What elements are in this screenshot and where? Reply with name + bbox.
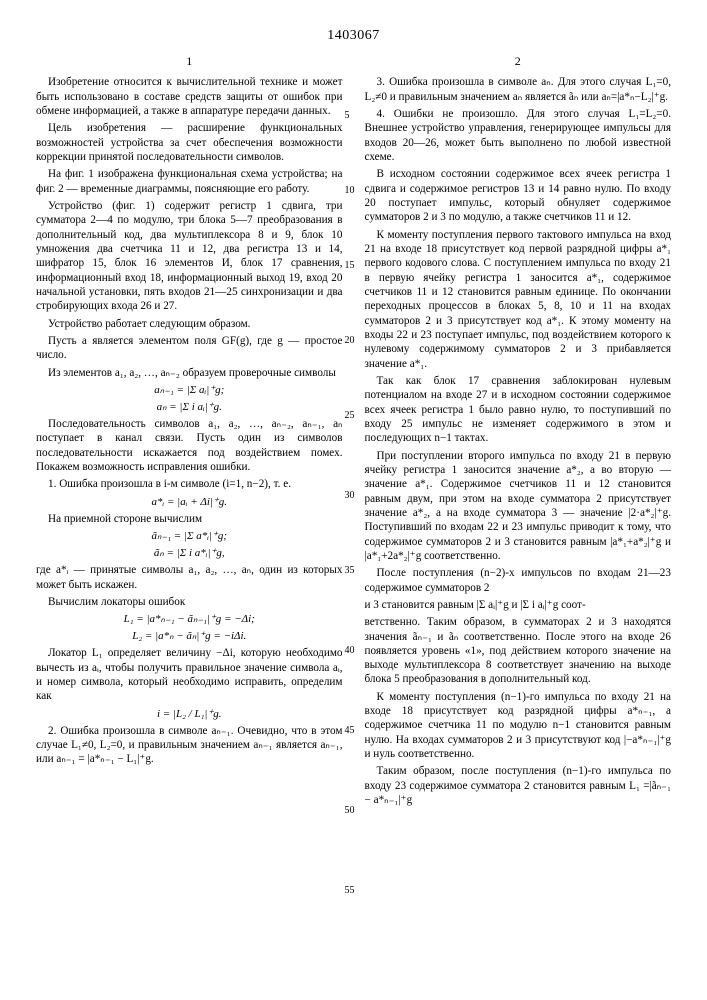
paragraph: Пусть a является элементом поля GF(g), г…: [36, 334, 343, 363]
paragraph: В исходном состоянии содержимое всех яче…: [365, 167, 672, 224]
paragraph: Таким образом, после поступления (n−1)-г…: [365, 764, 672, 807]
line-number: 10: [345, 185, 355, 196]
line-number: 20: [345, 335, 355, 346]
paragraph: ветственно. Таким образом, в сумматорах …: [365, 615, 672, 687]
right-column: 2 3. Ошибка произошла в символе aₙ. Для …: [365, 54, 672, 810]
paragraph: На фиг. 1 изображена функциональная схем…: [36, 167, 343, 196]
paragraph: К моменту поступления (n−1)-го импульса …: [365, 690, 672, 762]
formula: ãₙ = |Σ i a*ᵢ|⁺g,: [36, 546, 343, 560]
document-number: 1403067: [36, 28, 671, 44]
line-number: 30: [345, 490, 355, 501]
paragraph: Вычислим локаторы ошибок: [36, 595, 343, 609]
paragraph: После поступления (n−2)-х импульсов по в…: [365, 566, 672, 595]
paragraph: Изобретение относится к вычислительной т…: [36, 75, 343, 118]
line-number: 45: [345, 725, 355, 736]
line-number: 50: [345, 805, 355, 816]
left-column-marker: 1: [36, 54, 343, 69]
paragraph: Устройство работает следующим образом.: [36, 317, 343, 331]
paragraph: 3. Ошибка произошла в символе aₙ. Для эт…: [365, 75, 672, 104]
paragraph: Локатор L₁ определяет величину −Δi, кото…: [36, 646, 343, 703]
formula: ãₙ₋₁ = |Σ a*ᵢ|⁺g;: [36, 529, 343, 543]
paragraph: На приемной стороне вычислим: [36, 512, 343, 526]
formula: L₁ = |a*ₙ₋₁ − ãₙ₋₁|⁺g = −Δi;: [36, 612, 343, 626]
formula: aₙ₋₁ = |Σ aᵢ|⁺g;: [36, 383, 343, 397]
paragraph: При поступлении второго импульса по вход…: [365, 449, 672, 564]
formula: L₂ = |a*ₙ − ãₙ|⁺g = −iΔi.: [36, 629, 343, 643]
paragraph: и 3 становится равным |Σ aᵢ|⁺g и |Σ i aᵢ…: [365, 598, 672, 612]
paragraph: К моменту поступления первого тактового …: [365, 228, 672, 371]
paragraph: Устройство (фиг. 1) содержит регистр 1 с…: [36, 199, 343, 314]
formula: aₙ = |Σ i aᵢ|⁺g.: [36, 400, 343, 414]
left-column: 1 Изобретение относится к вычислительной…: [36, 54, 343, 810]
paragraph: где a*ᵢ — принятые символы a₁, a₂, …, aₙ…: [36, 563, 343, 592]
paragraph: 1. Ошибка произошла в i-м символе (i=1, …: [36, 477, 343, 491]
text-columns: 1 Изобретение относится к вычислительной…: [36, 54, 671, 810]
paragraph: Цель изобретения — расширение функционал…: [36, 121, 343, 164]
line-number: 35: [345, 565, 355, 576]
right-column-marker: 2: [365, 54, 672, 69]
formula: a*ᵢ = |aᵢ + Δi|⁺g.: [36, 495, 343, 509]
paragraph: Из элементов a₁, a₂, …, aₙ₋₂ образуем пр…: [36, 366, 343, 380]
paragraph: 2. Ошибка произошла в символе aₙ₋₁. Очев…: [36, 724, 343, 767]
paragraph: Так как блок 17 сравнения заблокирован н…: [365, 374, 672, 446]
paragraph: 4. Ошибки не произошло. Для этого случая…: [365, 107, 672, 164]
line-number: 15: [345, 260, 355, 271]
formula: i = |L₂ / L₁|⁺g.: [36, 707, 343, 721]
paragraph: Последовательность символов a₁, a₂, …, a…: [36, 417, 343, 474]
line-number: 5: [345, 110, 350, 121]
line-number: 25: [345, 410, 355, 421]
line-number: 55: [345, 885, 355, 896]
line-number: 40: [345, 645, 355, 656]
